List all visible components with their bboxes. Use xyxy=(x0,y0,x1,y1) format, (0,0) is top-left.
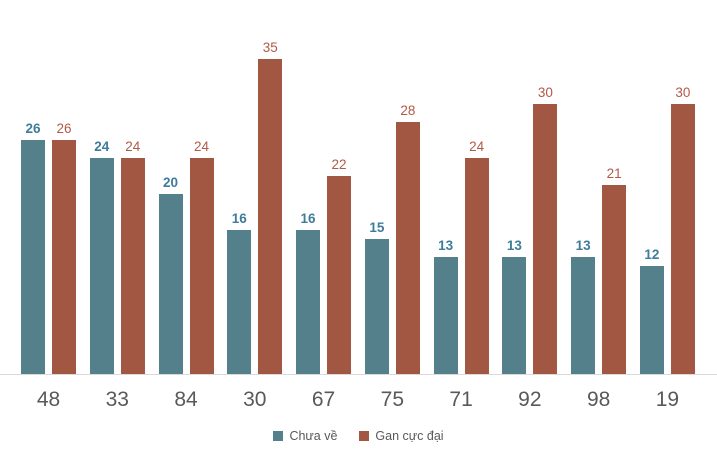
bar-gan-cuc-dai xyxy=(395,122,420,374)
bar-chua-ve xyxy=(571,257,596,374)
bar-column: 16 xyxy=(296,211,321,374)
bar-chua-ve xyxy=(89,158,114,374)
bar-group: 26 26 xyxy=(21,121,76,374)
value-label: 16 xyxy=(231,211,247,227)
value-label: 28 xyxy=(400,103,416,119)
category-label: 92 xyxy=(518,388,542,411)
bar-group: 16 22 xyxy=(296,157,352,374)
bar-column: 20 xyxy=(158,175,183,374)
value-label: 12 xyxy=(644,247,660,263)
value-label: 24 xyxy=(94,139,110,155)
bar-gan-cuc-dai xyxy=(464,158,489,374)
bar-column: 24 xyxy=(189,139,214,374)
bar-column: 13 xyxy=(433,238,458,374)
bar-column: 24 xyxy=(89,139,114,374)
bar-chua-ve xyxy=(21,140,45,374)
category-label: 67 xyxy=(311,388,336,411)
category-label: 19 xyxy=(655,388,680,411)
legend-swatch-teal xyxy=(273,431,284,441)
category-label: 84 xyxy=(174,388,198,411)
value-label: 13 xyxy=(506,238,522,254)
bar-column: 30 xyxy=(670,85,695,374)
value-label: 21 xyxy=(606,166,622,182)
bar-gan-cuc-dai xyxy=(602,185,627,374)
bar-column: 35 xyxy=(258,40,283,374)
bar-chua-ve xyxy=(296,230,321,374)
x-axis-labels: 48 33 84 30 67 75 71 92 98 19 xyxy=(0,388,717,412)
bar-group: 15 28 xyxy=(364,103,420,374)
value-label: 26 xyxy=(56,121,72,137)
value-label: 22 xyxy=(331,157,347,173)
bar-column: 22 xyxy=(327,157,352,374)
bar-gan-cuc-dai xyxy=(533,104,558,374)
bar-column: 21 xyxy=(602,166,627,374)
bar-group: 13 24 xyxy=(433,139,489,374)
bar-group: 20 24 xyxy=(158,139,214,374)
legend-swatch-red xyxy=(359,431,370,441)
bar-column: 13 xyxy=(502,238,527,374)
value-label: 16 xyxy=(300,211,316,227)
value-label: 20 xyxy=(163,175,179,191)
bar-chua-ve xyxy=(639,266,664,374)
legend-label: Gan cực đại xyxy=(375,429,444,443)
bar-gan-cuc-dai xyxy=(52,140,76,374)
bar-chua-ve xyxy=(433,257,458,374)
bar-chua-ve xyxy=(158,194,183,374)
bar-column: 24 xyxy=(464,139,489,374)
value-label: 13 xyxy=(438,238,454,254)
legend-item-chua-ve: Chưa về xyxy=(273,429,337,443)
category-label: 98 xyxy=(586,388,611,411)
bar-group: 13 30 xyxy=(502,85,558,374)
value-label: 24 xyxy=(125,139,141,155)
plot-area: 26 26 24 24 20 24 16 35 16 22 15 28 13 24 13 30 13 21 12 30 xyxy=(0,40,717,375)
bar-gan-cuc-dai xyxy=(258,59,283,374)
category-label: 30 xyxy=(243,388,267,411)
bar-group: 24 24 xyxy=(89,139,145,374)
bar-gan-cuc-dai xyxy=(189,158,214,374)
bar-gan-cuc-dai xyxy=(327,176,352,374)
bar-column: 15 xyxy=(364,220,389,374)
category-label: 75 xyxy=(380,388,404,411)
bar-column: 30 xyxy=(533,85,558,374)
legend-item-gan-cuc-dai: Gan cực đại xyxy=(359,429,444,443)
bar-group: 16 35 xyxy=(227,40,283,374)
value-label: 24 xyxy=(469,139,485,155)
bar-column: 24 xyxy=(120,139,145,374)
category-label: 71 xyxy=(449,388,473,411)
value-label: 24 xyxy=(194,139,210,155)
bar-column: 26 xyxy=(52,121,76,374)
value-label: 35 xyxy=(262,40,278,56)
legend: Chưa về Gan cực đại xyxy=(0,429,717,443)
bar-column: 26 xyxy=(21,121,45,374)
value-label: 30 xyxy=(537,85,553,101)
value-label: 30 xyxy=(675,85,691,101)
bar-chua-ve xyxy=(364,239,389,374)
bar-gan-cuc-dai xyxy=(120,158,145,374)
bar-chua-ve xyxy=(502,257,527,374)
bar-column: 16 xyxy=(227,211,252,374)
bar-group: 12 30 xyxy=(639,85,695,374)
value-label: 15 xyxy=(369,220,385,236)
bar-column: 13 xyxy=(571,238,596,374)
legend-label: Chưa về xyxy=(289,429,338,443)
value-label: 26 xyxy=(25,121,41,137)
category-label: 48 xyxy=(36,388,61,411)
bar-chua-ve xyxy=(227,230,252,374)
bar-gan-cuc-dai xyxy=(670,104,695,374)
value-label: 13 xyxy=(575,238,591,254)
bar-group: 13 21 xyxy=(571,166,627,374)
bar-column: 28 xyxy=(395,103,420,374)
category-label: 33 xyxy=(105,388,129,411)
bar-column: 12 xyxy=(639,247,664,374)
